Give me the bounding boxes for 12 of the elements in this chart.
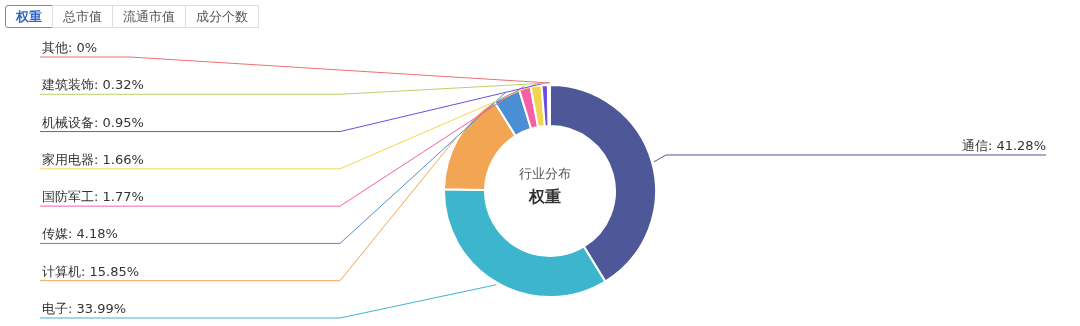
text: 权重 [528,187,561,206]
legend-label: 其他: 0% [42,40,98,55]
slice-label: 建筑装饰: 0.32% [41,77,144,93]
slice-label: 机械设备: 0.95% [42,114,144,130]
slice-label: 电子: 33.99% [42,301,127,316]
slice-label: 计算机: 15.85% [42,263,140,279]
slice-label: 通信: 41.28% [961,138,1046,153]
slice-label: 国防军工: 1.77% [42,189,144,205]
tab-buttons: 权重 总市值 流通市值 成分个数 [5,5,259,28]
text: 行业分布 [519,166,571,181]
slice-label: 传媒: 4.18% [42,226,118,242]
slice-label: 家用电器: 1.66% [42,151,144,167]
